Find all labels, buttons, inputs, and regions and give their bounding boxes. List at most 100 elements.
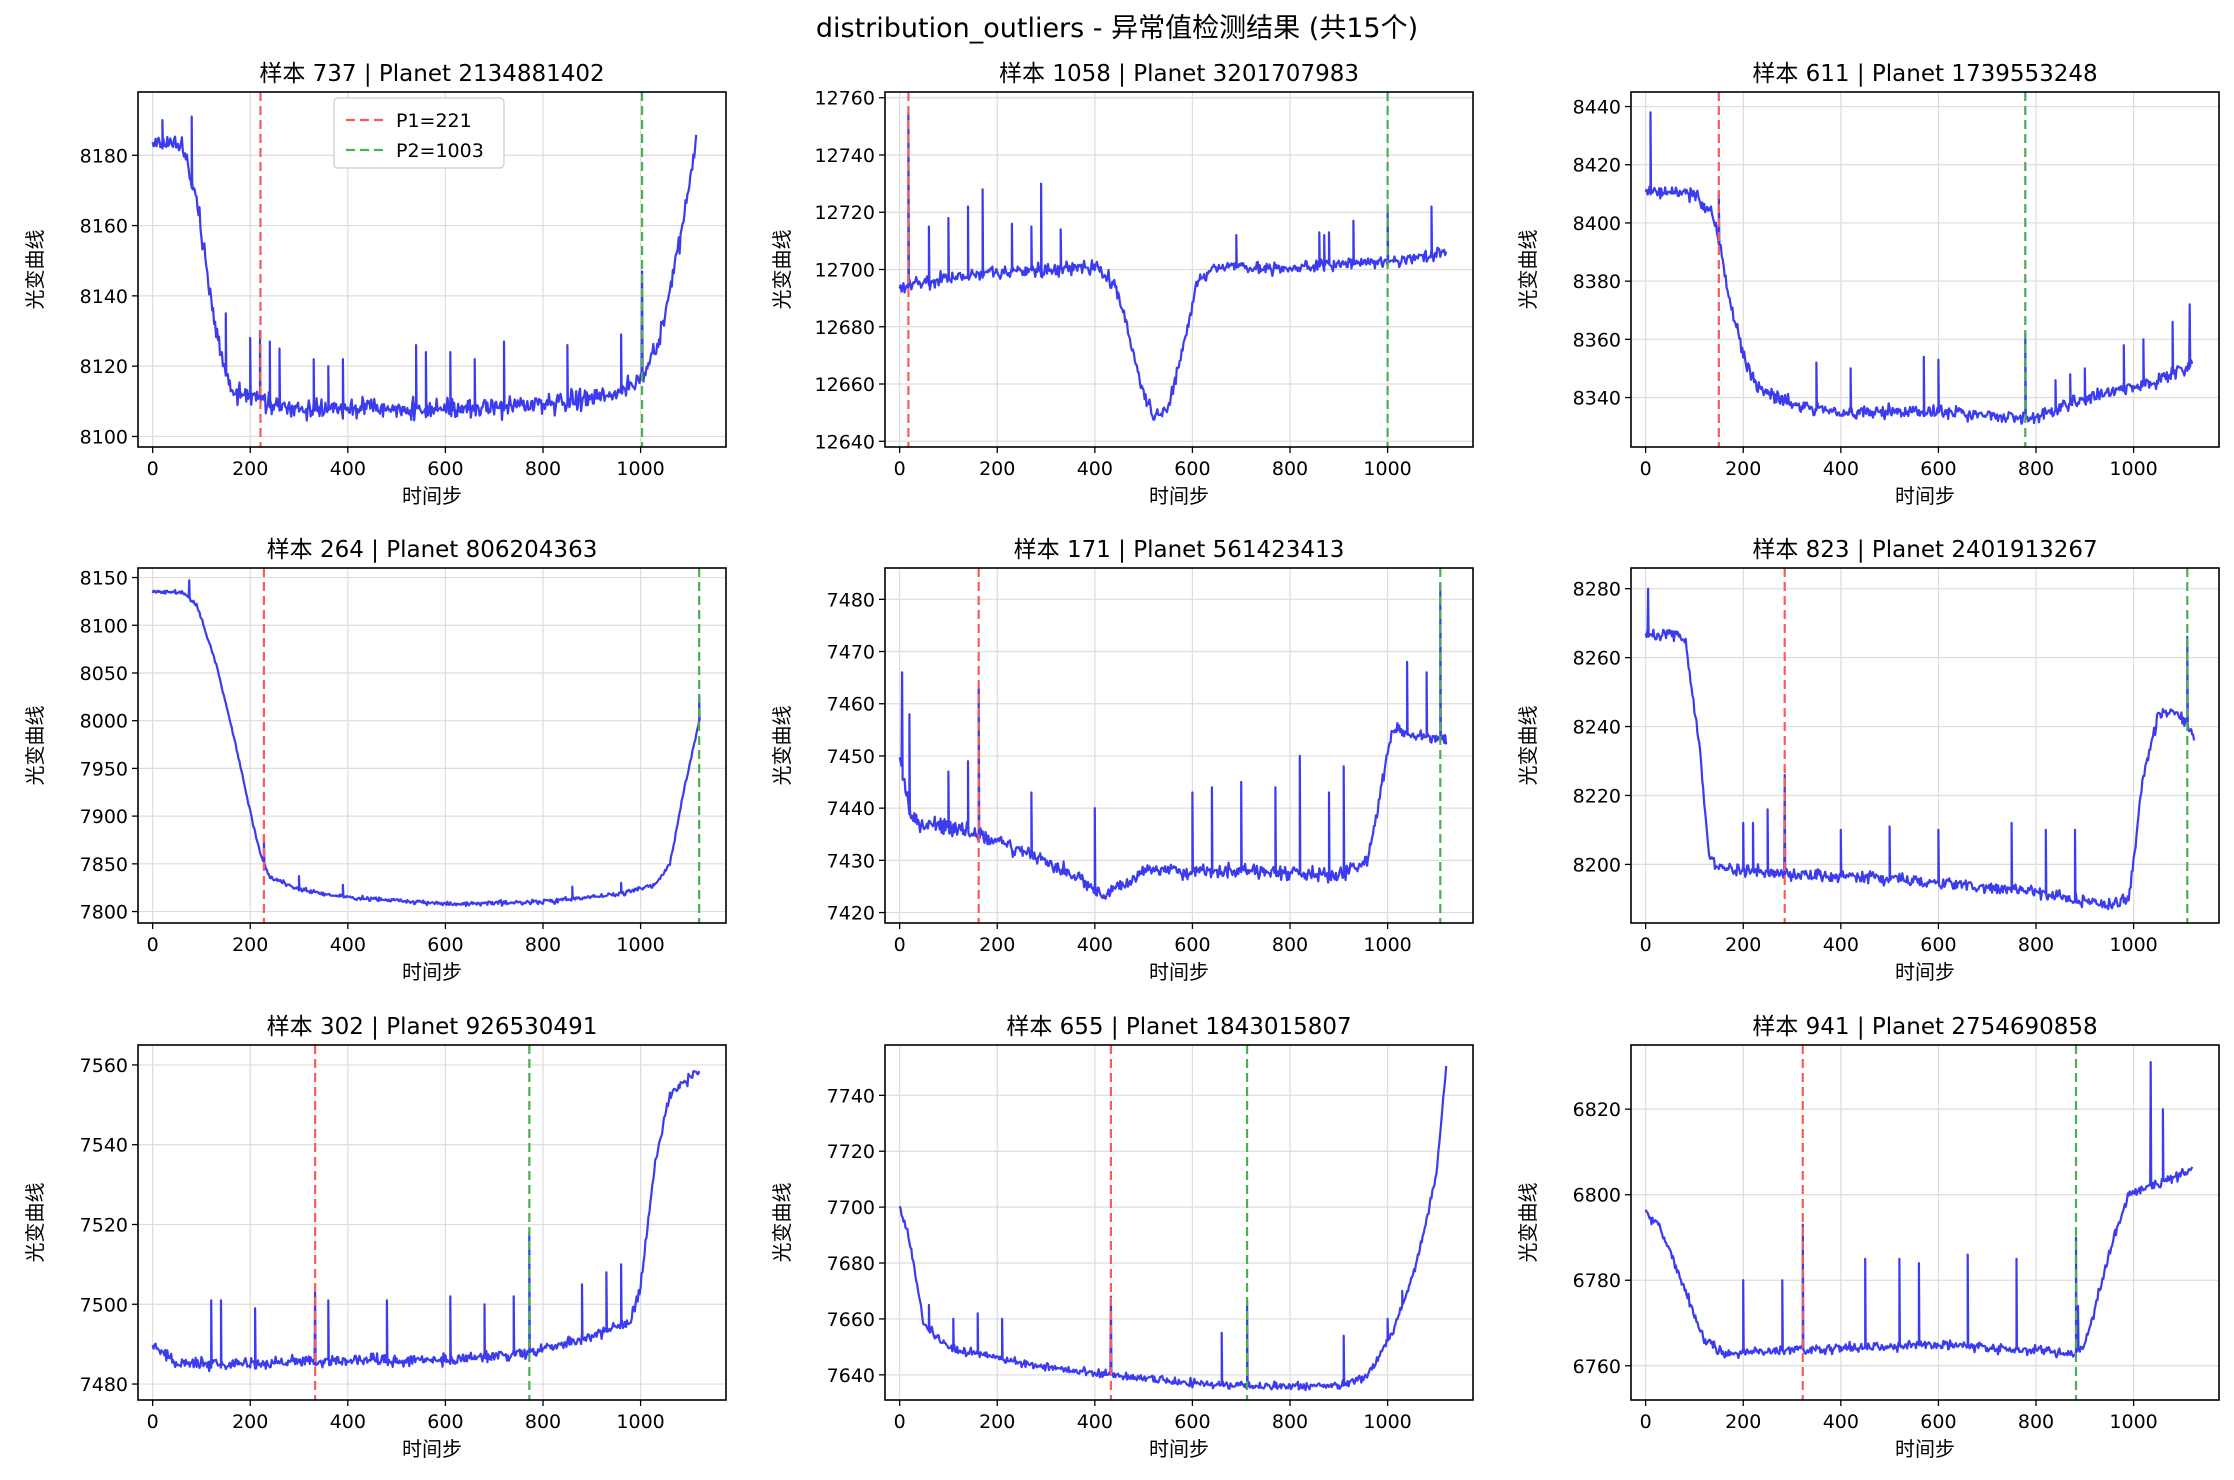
subplot-title: 样本 737 | Planet 2134881402 [259,61,604,87]
x-axis-label: 时间步 [1149,484,1209,508]
y-tick-label: 7800 [80,902,128,924]
x-axis-label: 时间步 [402,960,462,984]
y-tick-label: 7430 [827,850,875,872]
x-tick-label: 600 [1920,1411,1956,1433]
y-tick-label: 7480 [827,589,875,611]
plot-frame [1630,567,2220,924]
x-axis-label: 时间步 [1149,1437,1209,1461]
x-tick-label: 800 [1272,458,1308,480]
y-axis-label: 光变曲线 [23,230,47,310]
light-curve-series [898,582,1448,900]
subplot-9: 0 200 400 600 800 1000 6760 6780 6800 6820 样本 941 … [1516,1014,2220,1461]
x-tick-label: 200 [232,1411,268,1433]
y-tick-label: 8420 [1573,155,1621,177]
x-tick-label: 600 [427,934,463,956]
y-tick-label: 8100 [80,615,128,637]
x-tick-label: 400 [1823,1411,1859,1433]
x-tick-label: 600 [1174,458,1210,480]
y-tick-label: 7450 [827,746,875,768]
x-axis-label: 时间步 [402,1437,462,1461]
y-tick-label: 8260 [1573,648,1621,670]
y-tick-label: 7950 [80,758,128,780]
x-tick-label: 200 [1725,1411,1761,1433]
y-tick-label: 7440 [827,798,875,820]
x-tick-label: 0 [894,1411,906,1433]
y-tick-label: 8240 [1573,717,1621,739]
x-tick-label: 200 [979,1411,1015,1433]
y-tick-label: 7700 [827,1197,875,1219]
x-tick-label: 0 [1640,1411,1652,1433]
y-tick-label: 6780 [1573,1270,1621,1292]
x-tick-label: 1000 [2109,1411,2157,1433]
x-tick-label: 800 [525,1411,561,1433]
x-tick-label: 600 [427,458,463,480]
light-curve-series [151,115,698,422]
y-tick-label: 8400 [1573,213,1621,235]
light-curve-series [1644,1061,2194,1360]
x-tick-label: 400 [1077,1411,1113,1433]
x-tick-label: 1000 [2109,458,2157,480]
y-axis-label: 光变曲线 [770,706,794,786]
y-tick-label: 6800 [1573,1185,1621,1207]
y-tick-label: 7500 [80,1294,128,1316]
x-tick-label: 0 [147,1411,159,1433]
y-tick-label: 8180 [80,145,128,167]
y-tick-label: 8380 [1573,271,1621,293]
x-tick-label: 400 [1077,934,1113,956]
y-tick-label: 12640 [815,431,875,453]
light-curve-series [1644,111,2194,425]
y-tick-label: 8000 [80,711,128,733]
y-tick-label: 7470 [827,642,875,664]
plot-frame [884,567,1474,924]
x-tick-label: 0 [1640,934,1652,956]
legend-label: P1=221 [396,110,472,132]
y-tick-label: 8150 [80,568,128,590]
y-tick-label: 8050 [80,663,128,685]
x-tick-label: 800 [525,934,561,956]
x-tick-label: 600 [427,1411,463,1433]
y-tick-label: 7560 [80,1055,128,1077]
light-curve-series [151,1070,701,1373]
x-tick-label: 400 [330,458,366,480]
subplot-3: 0 200 400 600 800 1000 8340 8360 8380 8400 8420 844… [1516,61,2220,508]
x-tick-label: 200 [1725,934,1761,956]
light-curve-series [151,579,701,908]
x-tick-label: 1000 [1363,934,1411,956]
y-tick-label: 8440 [1573,97,1621,119]
y-tick-label: 7640 [827,1365,875,1387]
subplot-5: 0 200 400 600 800 1000 7420 7430 7440 7450 7460 747… [770,537,1474,984]
x-tick-label: 1000 [616,458,664,480]
subplot-1: 0 200 400 600 800 1000 8100 8120 8140 8160 8180 样本 … [23,61,727,508]
x-tick-label: 600 [1174,934,1210,956]
light-curve-series [1644,587,2196,911]
x-tick-label: 400 [1077,458,1113,480]
y-tick-label: 7480 [80,1374,128,1396]
plot-frame [884,1044,1474,1401]
x-axis-label: 时间步 [402,484,462,508]
x-tick-label: 600 [1174,1411,1210,1433]
subplot-title: 样本 823 | Planet 2401913267 [1752,537,2097,563]
y-tick-label: 12740 [815,145,875,167]
y-tick-label: 12720 [815,202,875,224]
legend: P1=221 P2=1003 [333,97,505,169]
x-tick-label: 0 [894,934,906,956]
y-axis-label: 光变曲线 [1516,706,1540,786]
subplot-2: 0 200 400 600 800 1000 12640 12660 12680 12700 127… [770,61,1474,508]
x-tick-label: 1000 [1363,1411,1411,1433]
subplot-title: 样本 611 | Planet 1739553248 [1752,61,2097,87]
y-tick-label: 8200 [1573,854,1621,876]
y-axis-label: 光变曲线 [23,706,47,786]
x-tick-label: 200 [1725,458,1761,480]
x-tick-label: 0 [894,458,906,480]
y-tick-label: 8120 [80,356,128,378]
y-tick-label: 7460 [827,694,875,716]
y-tick-label: 8220 [1573,785,1621,807]
subplot-title: 样本 941 | Planet 2754690858 [1752,1014,2097,1040]
x-tick-label: 1000 [2109,934,2157,956]
x-tick-label: 800 [1272,1411,1308,1433]
y-axis-label: 光变曲线 [770,230,794,310]
subplot-title: 样本 655 | Planet 1843015807 [1006,1014,1351,1040]
subplot-title: 样本 264 | Planet 806204363 [267,537,598,563]
subplot-4: 0 200 400 600 800 1000 7800 7850 7900 7950 8000 805… [23,537,727,984]
